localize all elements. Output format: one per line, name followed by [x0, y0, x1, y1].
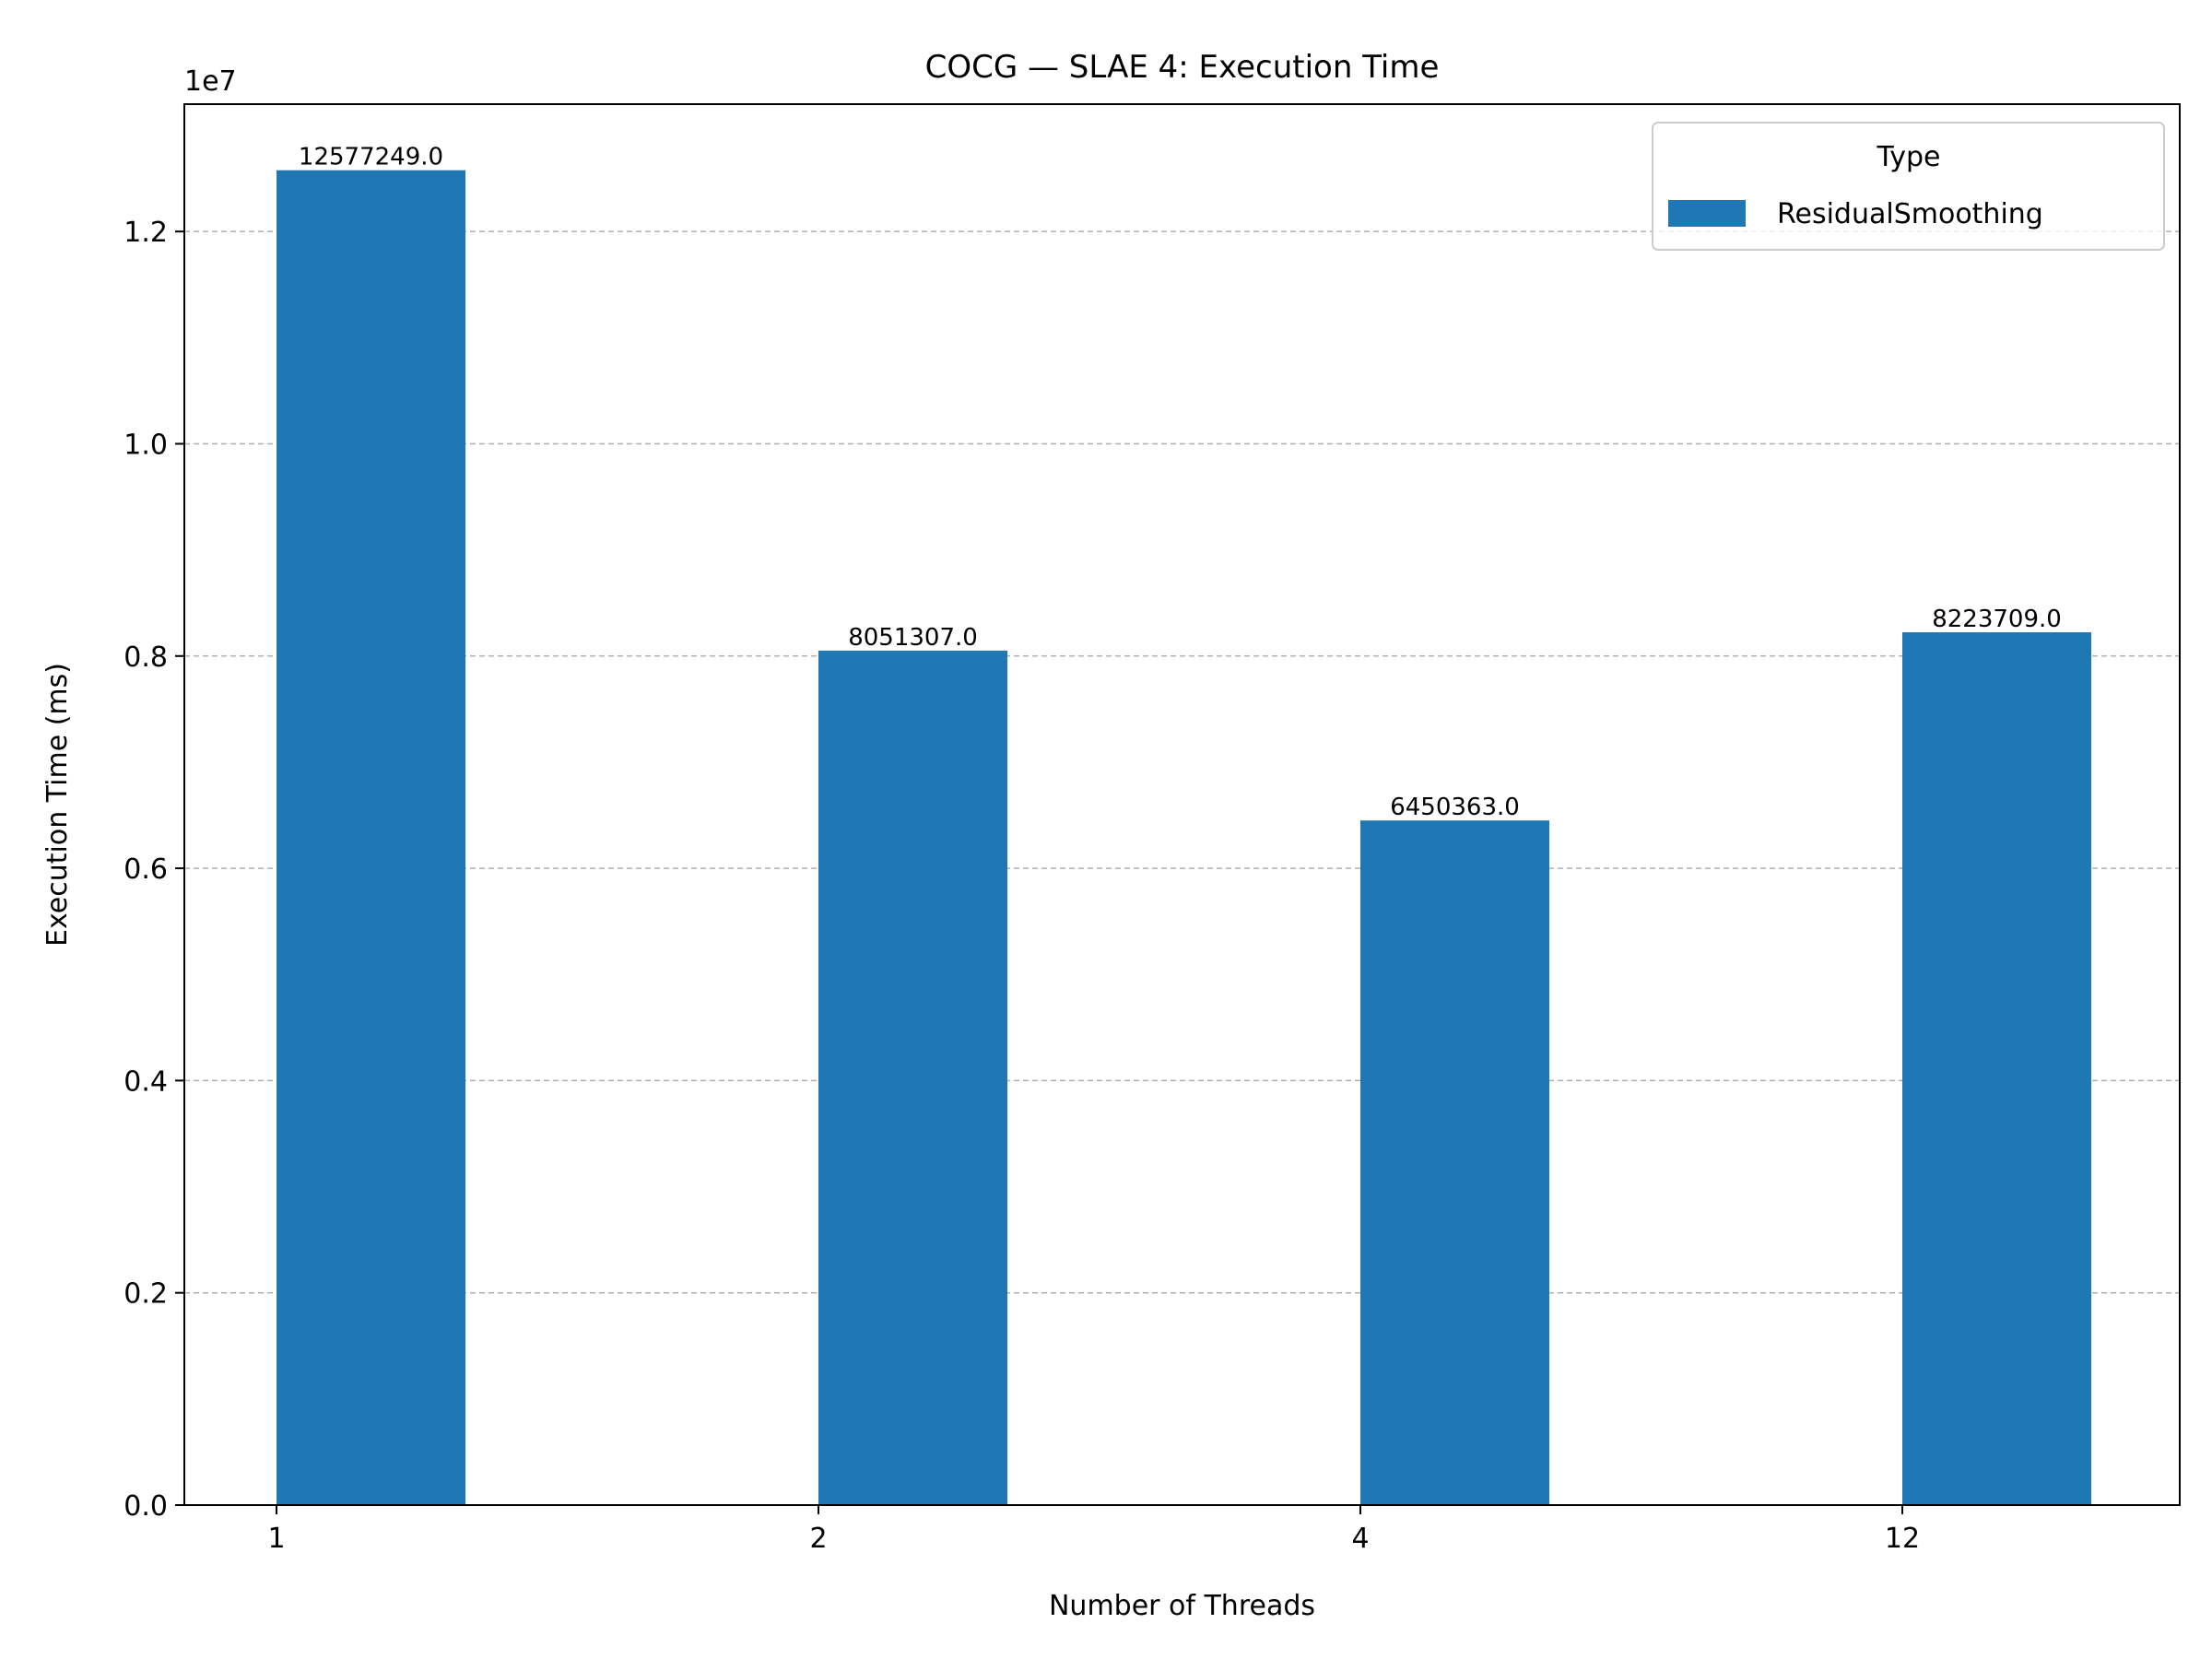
data-labels: 12577249.0 8051307.0 6450363.0 8223709.0	[299, 144, 2062, 822]
x-tick-label: 4	[1351, 1523, 1369, 1555]
chart-title: COCG — SLAE 4: Execution Time	[925, 49, 1440, 86]
plot-frame	[183, 103, 2181, 1506]
y-tick-label: 1.2	[124, 217, 168, 249]
legend-swatch	[1668, 200, 1746, 227]
y-tick-label: 0.8	[124, 641, 168, 674]
legend: Type ResidualSmoothing	[1652, 122, 2165, 251]
y-axis-offset-label: 1e7	[184, 65, 237, 98]
y-axis-ticks: 0.0 0.2 0.4 0.6 0.8 1.0 1.2	[124, 217, 184, 1523]
y-tick-label: 0.4	[124, 1065, 168, 1098]
legend-box	[1652, 122, 2165, 251]
bar-value-label: 8223709.0	[1932, 606, 2062, 633]
bar-value-label: 6450363.0	[1390, 794, 1520, 821]
x-tick-label: 1	[267, 1523, 285, 1555]
bar	[1360, 820, 1549, 1505]
x-axis-label: Number of Threads	[1049, 1590, 1315, 1622]
y-tick-label: 0.6	[124, 853, 168, 886]
legend-title: Type	[1877, 141, 1941, 173]
x-tick-label: 12	[1885, 1523, 1920, 1555]
bar	[818, 650, 1007, 1505]
y-tick-label: 1.0	[124, 429, 168, 461]
y-axis-label: Execution Time (ms)	[41, 663, 74, 947]
y-tick-label: 0.0	[124, 1490, 168, 1523]
x-axis-ticks: 1 2 4 12	[267, 1505, 1920, 1555]
x-tick-label: 2	[809, 1523, 827, 1555]
y-tick-label: 0.2	[124, 1278, 168, 1311]
bar	[1902, 632, 2091, 1505]
bars	[276, 170, 2091, 1506]
legend-label: ResidualSmoothing	[1777, 198, 2043, 230]
bar-value-label: 8051307.0	[848, 624, 978, 652]
bar-value-label: 12577249.0	[299, 144, 443, 171]
bar	[276, 170, 465, 1506]
